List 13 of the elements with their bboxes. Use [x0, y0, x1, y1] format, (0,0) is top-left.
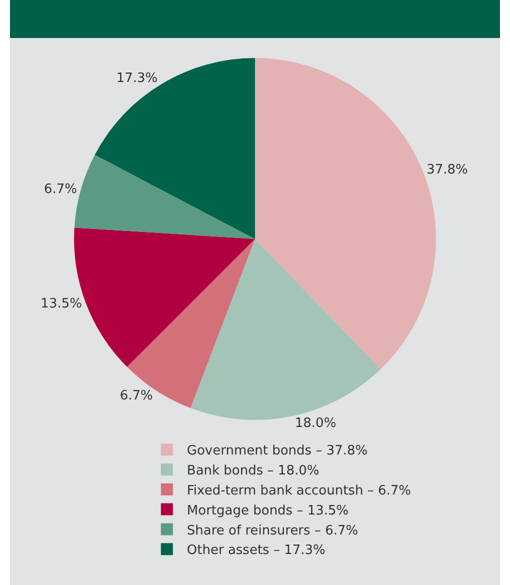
data-label: 6.7% — [44, 182, 78, 198]
data-label: 6.7% — [120, 388, 153, 404]
legend-label: Bank bonds – 18.0% — [186, 464, 320, 479]
pie-slice — [94, 58, 255, 239]
legend-label: Share of reinsurers – 6.7% — [186, 523, 358, 538]
data-label: 13.5% — [40, 296, 82, 312]
legend-label: Government bonds – 37.8% — [186, 444, 368, 459]
legend-label: Other assets – 17.3% — [186, 543, 326, 558]
data-label: 18.0% — [294, 416, 336, 431]
legend-label: Mortgage bonds – 13.5% — [186, 503, 349, 518]
data-label: 37.8% — [426, 162, 468, 178]
data-label: 17.3% — [116, 71, 158, 86]
legend-label: Fixed-term bank accountsh – 6.7% — [186, 483, 412, 498]
